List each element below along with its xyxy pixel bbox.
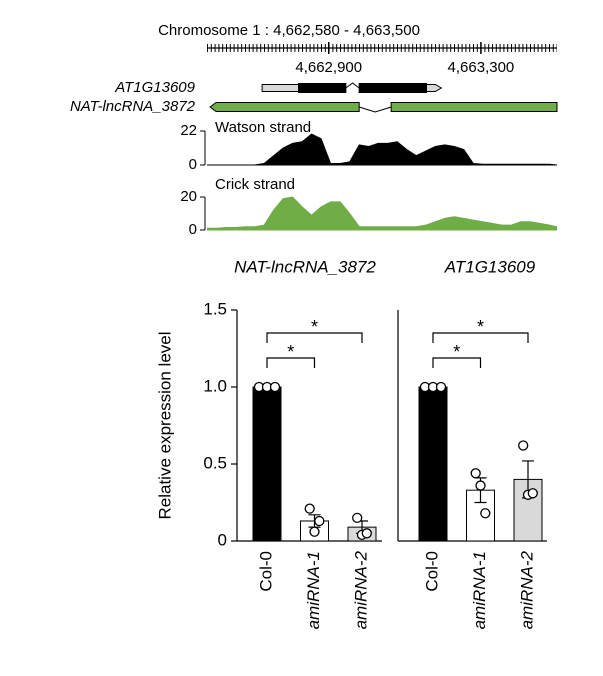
significance-bracket xyxy=(266,357,316,368)
y-tick-label: 0 xyxy=(189,221,197,238)
x-tick-label: Col-0 xyxy=(256,551,275,592)
strand-label: Watson strand xyxy=(215,119,311,136)
region-label: NAT-lncRNA_3872 xyxy=(234,257,376,276)
track-title: Chromosome 1 : 4,662,580 - 4,663,500 xyxy=(158,22,420,39)
y-tick-label: 0 xyxy=(189,156,197,173)
data-point xyxy=(304,503,315,514)
x-tick-label: amiRNA-1 xyxy=(470,551,489,629)
intron xyxy=(359,106,392,113)
data-point xyxy=(269,381,281,393)
ruler-tick-label: 4,662,900 xyxy=(295,59,362,76)
coverage-line xyxy=(207,133,558,166)
y-tick-label: 20 xyxy=(180,188,197,205)
y-tick-label: 0.5 xyxy=(203,453,227,472)
bar xyxy=(252,386,282,542)
intron xyxy=(345,82,360,89)
ruler-tick-label: 4,663,300 xyxy=(448,59,515,76)
data-point xyxy=(480,508,491,519)
gene-segment xyxy=(426,84,443,92)
region-label: AT1G13609 xyxy=(444,257,536,276)
data-point xyxy=(470,468,481,479)
data-point xyxy=(435,381,447,393)
y-tick-label: 22 xyxy=(180,122,197,139)
y-axis-label: Relative expression level xyxy=(155,331,174,519)
area-fill xyxy=(207,197,557,230)
bar xyxy=(418,386,448,542)
coverage-line xyxy=(207,196,558,229)
data-point xyxy=(309,526,320,537)
gene-segment xyxy=(261,84,300,92)
area-fill xyxy=(207,134,557,165)
data-point xyxy=(527,488,538,499)
y-tick-label: 1.0 xyxy=(203,376,227,395)
significance-label: * xyxy=(287,342,294,362)
gene-segment xyxy=(209,102,360,112)
data-point xyxy=(314,515,325,527)
gene-name: AT1G13609 xyxy=(114,79,195,96)
significance-label: * xyxy=(311,317,318,337)
strand-label: Crick strand xyxy=(215,176,295,193)
significance-label: * xyxy=(477,317,484,337)
y-tick-label: 0 xyxy=(218,530,227,549)
data-point xyxy=(475,480,486,491)
gene-segment xyxy=(298,83,347,93)
x-tick-label: Col-0 xyxy=(422,551,441,592)
significance-label: * xyxy=(453,342,460,362)
gene-name: NAT-lncRNA_3872 xyxy=(70,98,196,115)
significance-bracket xyxy=(432,357,482,368)
data-point xyxy=(361,528,372,539)
gene-segment xyxy=(390,102,558,112)
x-tick-label: amiRNA-1 xyxy=(304,551,323,629)
significance-bracket xyxy=(432,332,529,343)
x-tick-label: amiRNA-2 xyxy=(351,550,370,629)
significance-bracket xyxy=(266,332,363,343)
data-point xyxy=(518,440,529,451)
y-tick-label: 1.5 xyxy=(203,299,227,318)
gene-segment xyxy=(358,83,428,93)
x-tick-label: amiRNA-2 xyxy=(517,550,536,629)
data-point xyxy=(352,512,363,524)
